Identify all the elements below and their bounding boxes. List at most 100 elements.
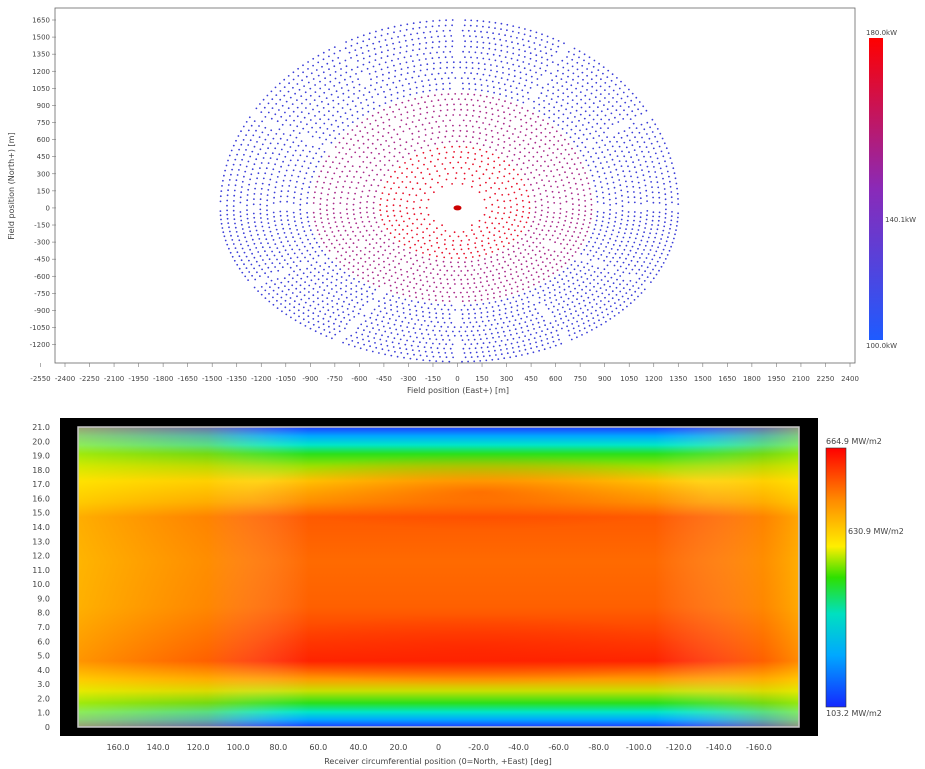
scatter-point xyxy=(375,164,377,167)
scatter-point xyxy=(333,197,335,200)
scatter-point xyxy=(323,268,325,271)
scatter-point xyxy=(408,240,411,243)
scatter-point xyxy=(341,247,344,250)
scatter-point xyxy=(599,229,602,231)
scatter-point xyxy=(483,100,485,103)
scatter-point xyxy=(506,51,509,53)
scatter-point xyxy=(362,304,364,307)
scatter-point xyxy=(545,234,548,236)
scatter-point xyxy=(386,199,389,202)
scatter-point xyxy=(388,279,391,282)
scatter-point xyxy=(577,218,579,220)
scatter-point xyxy=(590,155,592,158)
scatter-point xyxy=(660,150,663,153)
scatter-point xyxy=(272,202,275,204)
scatter-point xyxy=(586,309,589,311)
scatter-point xyxy=(400,24,402,27)
heatmap-x-tick-label: 20.0 xyxy=(390,743,408,752)
scatter-point xyxy=(495,354,497,356)
scatter-point xyxy=(346,234,349,236)
scatter-point xyxy=(531,314,534,316)
scatter-point xyxy=(562,321,565,324)
scatter-point xyxy=(408,217,411,220)
scatter-point xyxy=(571,212,574,215)
scatter-point xyxy=(344,112,347,114)
scatter-point xyxy=(533,283,535,286)
scatter-point xyxy=(353,278,355,280)
scatter-point xyxy=(387,131,390,134)
scatter-point xyxy=(249,155,252,158)
scatter-point xyxy=(464,343,467,346)
scatter-point xyxy=(398,262,400,265)
scatter-point xyxy=(539,44,541,46)
scatter-point xyxy=(340,282,343,284)
scatter-point xyxy=(619,283,621,286)
scatter-point xyxy=(410,267,412,270)
scatter-point xyxy=(424,74,427,77)
scatter-point xyxy=(604,82,607,84)
scatter-point xyxy=(337,96,339,98)
scatter-point xyxy=(241,186,243,188)
scatter-point xyxy=(664,193,667,196)
scatter-point xyxy=(338,325,341,327)
scatter-point xyxy=(592,255,595,257)
scatter-point xyxy=(527,178,530,181)
scatter-point xyxy=(422,284,424,287)
scatter-point xyxy=(435,88,438,91)
scatter-point xyxy=(586,278,589,280)
scatter-point xyxy=(506,339,509,341)
scatter-point xyxy=(540,92,543,95)
scatter-point xyxy=(302,149,304,152)
scatter-point xyxy=(296,295,298,298)
scatter-point xyxy=(360,293,363,296)
scatter-point xyxy=(527,270,530,273)
scatter-point xyxy=(342,238,345,241)
scatter-point xyxy=(602,72,604,75)
scatter-point xyxy=(556,69,559,72)
scatter-point xyxy=(345,251,347,254)
scatter-point xyxy=(386,113,388,116)
scatter-point xyxy=(358,155,361,158)
scatter-point xyxy=(516,309,519,312)
scatter-point xyxy=(544,46,547,48)
scatter-point xyxy=(329,182,332,185)
scatter-point xyxy=(419,21,421,24)
scatter-point xyxy=(473,308,475,311)
scatter-point xyxy=(577,198,580,201)
scatter-point xyxy=(340,276,343,278)
scatter-point xyxy=(312,108,314,111)
scatter-point xyxy=(608,293,610,296)
scatter-point xyxy=(555,263,558,266)
scatter-point xyxy=(391,164,394,167)
scatter-point xyxy=(577,193,579,196)
scatter-point xyxy=(637,229,640,231)
scatter-point xyxy=(420,199,423,202)
scatter-point xyxy=(283,232,286,234)
scatter-point xyxy=(488,350,490,353)
scatter-point xyxy=(483,198,486,201)
scatter-point xyxy=(328,222,330,225)
scatter-point xyxy=(586,253,589,256)
scatter-point xyxy=(599,181,602,183)
scatter-point xyxy=(347,217,349,220)
scatter-point xyxy=(328,55,330,58)
scatter-point xyxy=(346,308,349,310)
scatter-point xyxy=(646,121,649,124)
scatter-point xyxy=(532,147,534,150)
scatter-point xyxy=(508,68,510,70)
scatter-point xyxy=(366,201,368,203)
scatter-point xyxy=(669,227,671,230)
scatter-point xyxy=(416,269,419,272)
scatter-point xyxy=(654,152,657,155)
scatter-point xyxy=(411,163,414,166)
scatter-point xyxy=(502,72,504,74)
scatter-point xyxy=(284,111,286,114)
scatter-point xyxy=(481,240,483,243)
scatter-point xyxy=(668,232,670,234)
scatter-point xyxy=(509,283,511,286)
scatter-point xyxy=(398,108,401,111)
scatter-point xyxy=(498,263,501,265)
scatter-point xyxy=(321,65,323,68)
scatter-point xyxy=(361,221,364,223)
scatter-point xyxy=(417,239,420,242)
